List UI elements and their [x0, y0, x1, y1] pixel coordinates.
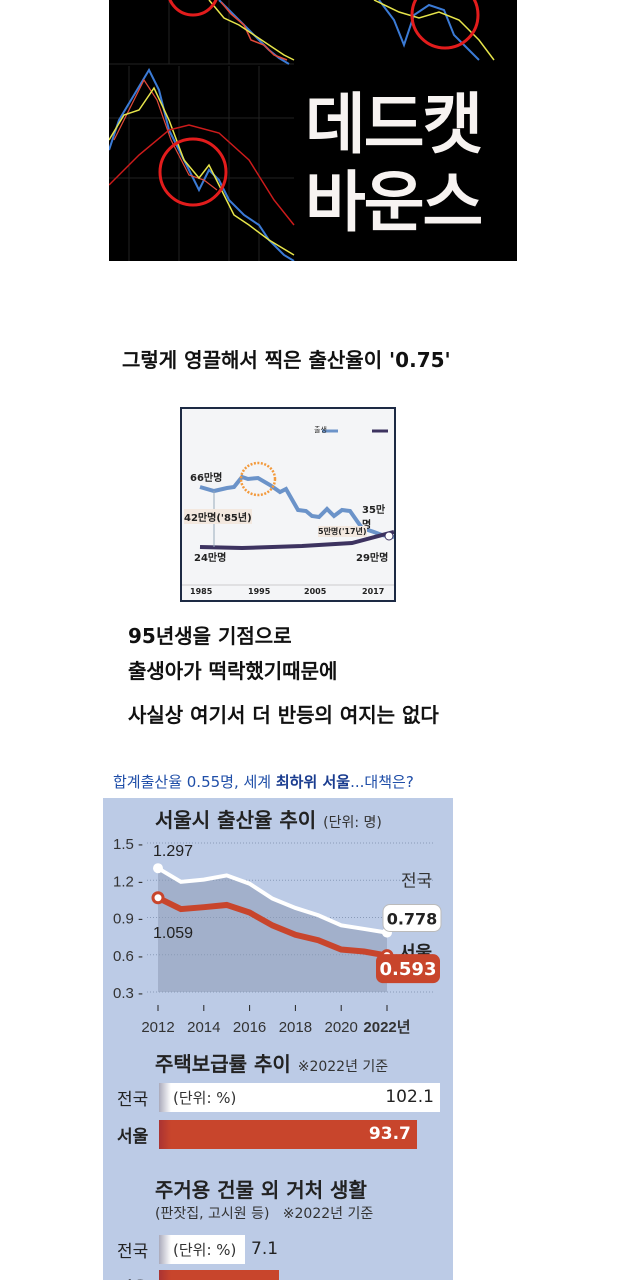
- headline-part2: ...대책은?: [350, 773, 414, 791]
- non-housing-value-national: 7.1: [251, 1239, 279, 1259]
- legend-births: 출생: [314, 426, 327, 434]
- body-line-1: 95년생을 기점으로: [128, 624, 292, 648]
- x-tick-label: 2012: [141, 1019, 174, 1036]
- label-deaths-start: 24만명: [194, 553, 227, 564]
- fertility-line-chart: 1.5 - 1.2 - 0.9 - 0.6 - 0.3 - 1.297 1.059 전국 0.7…: [113, 836, 442, 1036]
- chart-unit: (단위: 명): [323, 815, 382, 831]
- series-line-seoul: [156, 895, 388, 959]
- highlight-circle: [239, 461, 277, 497]
- housing-row-label: 서울: [117, 1127, 149, 1147]
- label-start: 42만명('85년): [184, 509, 252, 524]
- deaths-line: [199, 530, 394, 551]
- non-housing-unit: (단위: %): [173, 1241, 237, 1259]
- x-tick: 2017: [362, 587, 385, 596]
- births-deaths-chart-image: 출생 66만명 42만명('85년) 24만명 35만명 5만명('17년) 2…: [180, 407, 396, 602]
- data-point: [153, 863, 163, 874]
- housing-value-seoul: 93.7: [368, 1124, 411, 1144]
- end-badge-seoul: [376, 954, 440, 984]
- end-badge-national: [382, 904, 442, 932]
- births-deaths-lines: [182, 429, 394, 586]
- non-housing-subtitle: (판잣집, 고시원 등) ※2022년 기준: [155, 1206, 374, 1222]
- x-tick: 1985: [190, 587, 213, 596]
- dead-cat-bounce-image: 데드캣 바운스: [109, 0, 517, 261]
- housing-bar-national: (단위: %) 102.1: [159, 1083, 440, 1112]
- y-tick-label: 0.9 -: [113, 911, 143, 928]
- headline-bold: 최하위 서울: [275, 773, 351, 791]
- non-housing-bar-national: (단위: %) 7.1: [159, 1235, 278, 1264]
- y-tick-label: 0.6 -: [113, 948, 143, 965]
- body-line-3: 사실상 여기서 더 반등의 여지는 없다: [128, 703, 439, 727]
- non-housing-row-label: 서울: [117, 1274, 148, 1280]
- stock-chart-graphic: [109, 0, 495, 261]
- series-name-national: 전국: [401, 871, 432, 891]
- area-shade: [158, 868, 387, 992]
- y-tick-label: 1.2 -: [113, 873, 143, 890]
- y-tick-label: 0.3 -: [113, 985, 143, 1002]
- end-label-national: 0.778: [387, 910, 438, 929]
- x-tick: 2005: [304, 587, 327, 596]
- caption: 그렇게 영끌해서 찍은 출산율이 '0.75': [122, 348, 451, 372]
- label-deaths-2017: 29만명: [356, 553, 389, 564]
- chart-title: 서울시 출산율 추이 (단위: 명): [155, 808, 382, 832]
- infographic: 서울시 출산율 추이 (단위: 명) 1.5 - 1.2 - 0.9 - 0.6 - 0…: [103, 798, 453, 1280]
- hero-title-line2: 바운스: [305, 164, 483, 241]
- y-tick-label: 1.5 -: [113, 836, 143, 853]
- housing-bar-seoul: 93.7: [159, 1120, 417, 1149]
- hero-title-line1: 데드캣: [305, 86, 483, 163]
- x-tick-label: 2016: [233, 1019, 266, 1036]
- births-line: [199, 474, 394, 539]
- crossover-marker: [384, 531, 394, 541]
- non-housing-bar-seoul: [159, 1270, 279, 1280]
- label-births-2017: 35만명: [362, 505, 386, 531]
- start-label-national: 1.297: [153, 843, 193, 860]
- x-tick-label: 2018: [279, 1019, 312, 1036]
- article-headline-link[interactable]: 합계출산율 0.55명, 세계 최하위 서울...대책은?: [113, 771, 414, 792]
- x-tick-label: 2014: [187, 1019, 220, 1036]
- label-gap-2017: 5만명('17년): [318, 526, 367, 537]
- housing-value-national: 102.1: [385, 1087, 434, 1107]
- data-point: [151, 891, 165, 905]
- headline-part1: 합계출산율 0.55명, 세계: [113, 773, 276, 791]
- housing-unit: (단위: %): [173, 1089, 237, 1107]
- non-housing-row-label: 전국: [117, 1242, 149, 1262]
- x-tick-label: 2022년: [363, 1019, 410, 1036]
- housing-note: ※2022년 기준: [297, 1059, 389, 1075]
- x-tick: 1995: [248, 587, 271, 596]
- non-housing-title: 주거용 건물 외 거처 생활: [155, 1178, 367, 1202]
- start-label-seoul: 1.059: [153, 925, 193, 942]
- body-line-2: 출생아가 떡락했기때문에: [128, 659, 338, 683]
- x-tick-label: 2020: [325, 1019, 358, 1036]
- series-line-national: [156, 866, 388, 935]
- end-label-seoul: 0.593: [380, 959, 437, 980]
- housing-title: 주택보급률 추이 ※2022년 기준: [155, 1052, 389, 1076]
- label-peak: 66만명: [190, 473, 223, 484]
- housing-row-label: 전국: [117, 1090, 149, 1110]
